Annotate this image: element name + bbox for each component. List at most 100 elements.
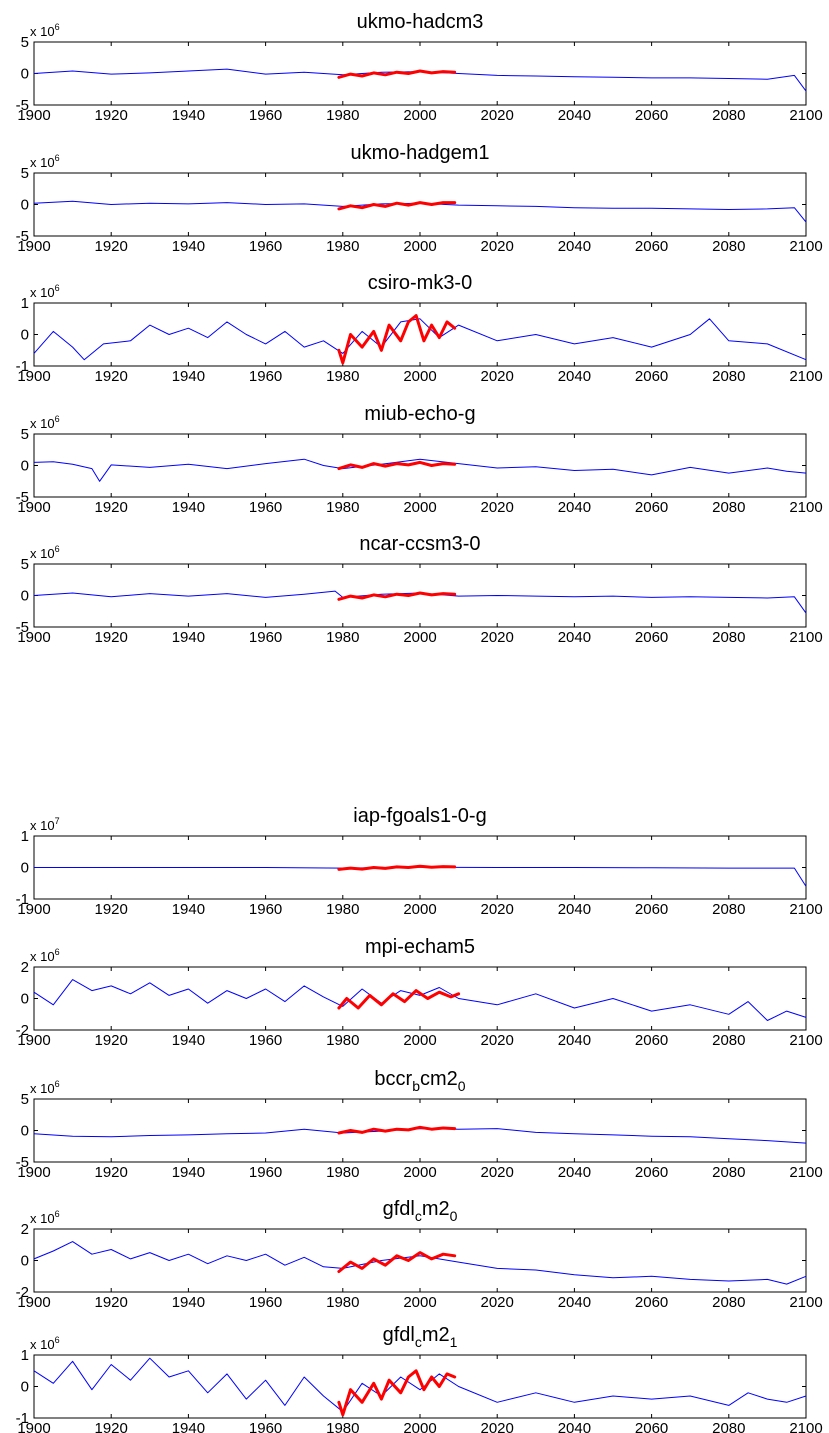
x-tick-label: 2060 bbox=[635, 368, 668, 385]
axes-frame bbox=[33, 1354, 807, 1419]
y-tick-label: 2 bbox=[21, 1221, 29, 1238]
x-tick-label: 1940 bbox=[172, 1294, 205, 1311]
y-tick-label: -5 bbox=[16, 97, 29, 114]
chart-title: ukmo-hadgem1 bbox=[351, 142, 490, 164]
x-tick-label: 2040 bbox=[558, 901, 591, 918]
x-tick-label: 1960 bbox=[249, 1164, 282, 1181]
x-tick-label: 1940 bbox=[172, 1032, 205, 1049]
x-tick-label: 2020 bbox=[481, 368, 514, 385]
x-tick-label: 2020 bbox=[481, 629, 514, 646]
x-tick-label: 2000 bbox=[403, 629, 436, 646]
model-series-line bbox=[33, 979, 807, 1021]
x-tick-label: 1960 bbox=[249, 901, 282, 918]
x-tick-label: 2060 bbox=[635, 238, 668, 255]
x-tick-label: 1900 bbox=[17, 629, 50, 646]
x-tick-label: 1940 bbox=[172, 107, 205, 124]
x-tick-label: 1900 bbox=[17, 1164, 50, 1181]
y-tick-label: 0 bbox=[21, 1123, 29, 1140]
x-tick-label: 1900 bbox=[17, 499, 50, 516]
x-tick-label: 1920 bbox=[95, 1164, 128, 1181]
x-tick-label: 1920 bbox=[95, 1420, 128, 1433]
x-tick-label: 1940 bbox=[172, 901, 205, 918]
exponent-label: x 106 bbox=[30, 947, 60, 964]
axes-frame bbox=[33, 1098, 807, 1163]
chart-title: iap-fgoals1-0-g bbox=[353, 805, 486, 827]
x-tick-label: 2000 bbox=[403, 1164, 436, 1181]
x-tick-label: 2000 bbox=[403, 1420, 436, 1433]
x-tick-label: 1940 bbox=[172, 629, 205, 646]
x-tick-label: 2100 bbox=[789, 1164, 822, 1181]
y-tick-label: 1 bbox=[21, 1347, 29, 1364]
x-tick-label: 2020 bbox=[481, 238, 514, 255]
x-tick-label: 2020 bbox=[481, 107, 514, 124]
x-tick-label: 1980 bbox=[326, 1294, 359, 1311]
exponent-label: x 106 bbox=[30, 1209, 60, 1226]
exponent-label: x 106 bbox=[30, 544, 60, 561]
y-tick-label: 5 bbox=[21, 165, 29, 182]
exponent-label: x 106 bbox=[30, 1079, 60, 1096]
exponent-label: x 106 bbox=[30, 22, 60, 39]
chart-title: ncar-ccsm3-0 bbox=[359, 533, 480, 555]
x-tick-label: 1960 bbox=[249, 238, 282, 255]
observed-series-line bbox=[337, 591, 457, 601]
y-tick-label: 0 bbox=[21, 991, 29, 1008]
x-tick-label: 1900 bbox=[17, 1420, 50, 1433]
x-tick-label: 2000 bbox=[403, 499, 436, 516]
model-series-line bbox=[33, 1241, 807, 1285]
observed-series-line bbox=[337, 1251, 457, 1273]
x-tick-label: 2040 bbox=[558, 238, 591, 255]
x-tick-label: 1960 bbox=[249, 368, 282, 385]
x-tick-label: 1940 bbox=[172, 368, 205, 385]
y-tick-label: 1 bbox=[21, 295, 29, 312]
x-tick-label: 1900 bbox=[17, 238, 50, 255]
axes-frame bbox=[33, 172, 807, 237]
axes-frame bbox=[33, 966, 807, 1031]
x-tick-label: 2020 bbox=[481, 1294, 514, 1311]
x-tick-label: 1900 bbox=[17, 107, 50, 124]
x-tick-label: 1920 bbox=[95, 107, 128, 124]
x-tick-label: 1920 bbox=[95, 901, 128, 918]
x-tick-label: 1980 bbox=[326, 499, 359, 516]
y-tick-label: 0 bbox=[21, 1379, 29, 1396]
x-tick-label: 2000 bbox=[403, 238, 436, 255]
x-tick-label: 2060 bbox=[635, 1032, 668, 1049]
x-tick-label: 2000 bbox=[403, 107, 436, 124]
x-tick-label: 2040 bbox=[558, 107, 591, 124]
model-series-line bbox=[33, 318, 807, 361]
x-tick-label: 1900 bbox=[17, 368, 50, 385]
x-tick-label: 2040 bbox=[558, 1032, 591, 1049]
x-tick-label: 2080 bbox=[712, 1294, 745, 1311]
x-tick-label: 2080 bbox=[712, 107, 745, 124]
x-tick-label: 1980 bbox=[326, 238, 359, 255]
x-tick-label: 1920 bbox=[95, 1032, 128, 1049]
x-tick-label: 2080 bbox=[712, 1164, 745, 1181]
x-tick-label: 2080 bbox=[712, 1420, 745, 1433]
x-tick-label: 1980 bbox=[326, 107, 359, 124]
x-tick-label: 2100 bbox=[789, 1420, 822, 1433]
x-tick-label: 2100 bbox=[789, 1294, 822, 1311]
exponent-label: x 106 bbox=[30, 153, 60, 170]
observed-series-line bbox=[337, 1369, 457, 1417]
x-tick-label: 2020 bbox=[481, 901, 514, 918]
y-tick-label: 5 bbox=[21, 426, 29, 443]
x-tick-label: 1920 bbox=[95, 368, 128, 385]
x-tick-label: 1940 bbox=[172, 499, 205, 516]
observed-series-line bbox=[337, 201, 457, 211]
x-tick-label: 2080 bbox=[712, 238, 745, 255]
y-tick-label: 0 bbox=[21, 197, 29, 214]
y-tick-label: -1 bbox=[16, 358, 29, 375]
x-tick-label: 2100 bbox=[789, 368, 822, 385]
x-tick-label: 1920 bbox=[95, 629, 128, 646]
x-tick-label: 1960 bbox=[249, 1032, 282, 1049]
axes-frame bbox=[33, 563, 807, 628]
y-tick-label: -5 bbox=[16, 619, 29, 636]
x-tick-label: 1980 bbox=[326, 1420, 359, 1433]
